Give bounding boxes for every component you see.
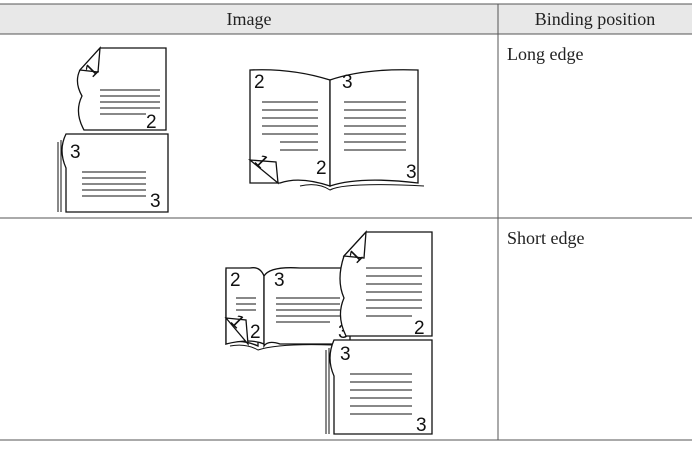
page-number: 2 [146, 112, 157, 133]
header-cell: Image [227, 9, 272, 29]
page-number: 2 [414, 318, 425, 339]
book-illustration: 1 2 2 3 3 [224, 267, 355, 351]
page-number: 2 [254, 72, 265, 93]
page-number: 2 [250, 322, 261, 343]
page-number: 2 [316, 158, 327, 179]
booklet-illustration: 1 2 3 3 [57, 46, 169, 213]
page-number: 3 [416, 415, 427, 436]
page-number: 3 [274, 270, 285, 291]
page-number: 3 [338, 322, 349, 343]
page-number: 2 [230, 270, 241, 291]
page-number: 3 [406, 162, 417, 183]
book-illustration: 1 2 2 3 3 [247, 69, 425, 191]
binding-label: Short edge [507, 228, 584, 248]
header-background [0, 4, 692, 34]
header-cell: Binding position [535, 9, 656, 29]
page-number: 3 [70, 142, 81, 163]
booklet-illustration: 1 2 3 3 [325, 230, 433, 436]
page-number: 3 [342, 72, 353, 93]
page-number: 3 [150, 191, 161, 212]
binding-label: Long edge [507, 44, 583, 64]
page-number: 3 [340, 344, 351, 365]
